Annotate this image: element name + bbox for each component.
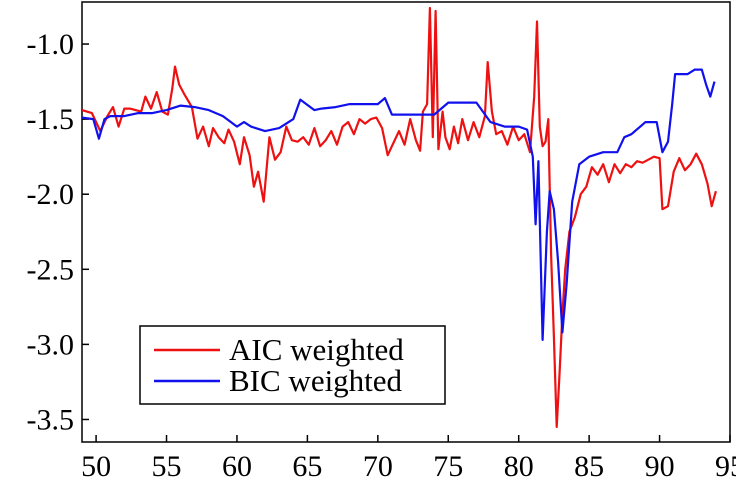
x-tick-label: 70 (363, 450, 393, 483)
x-tick-label: 60 (222, 450, 252, 483)
x-tick-label: 90 (645, 450, 675, 483)
y-tick-label: -1.0 (27, 28, 75, 61)
x-tick-label: 50 (81, 450, 111, 483)
legend-label-aic: AIC weighted (229, 332, 404, 367)
series-layer (82, 6, 717, 429)
y-tick-label: -3.5 (27, 403, 75, 436)
plot-frame (81, 1, 731, 443)
y-axis: -1.0 -1.5 -2.0 -2.5 -3.0 -3.5 (27, 28, 89, 436)
x-tick-label: 65 (292, 450, 322, 483)
x-tick-label: 55 (152, 450, 182, 483)
y-tick-label: -2.0 (27, 178, 75, 211)
x-tick-label: 95 (715, 450, 736, 483)
legend-box (139, 325, 446, 405)
y-tick-label: -2.5 (27, 253, 75, 286)
legend: AIC weighted BIC weighted (139, 325, 446, 405)
x-tick-label: 80 (504, 450, 534, 483)
y-tick-label: -3.0 (27, 328, 75, 361)
y-tick-label: -1.5 (27, 103, 75, 136)
series-line-aic-weighted (82, 6, 717, 429)
x-axis: 50 55 60 65 70 75 80 85 90 95 (81, 435, 736, 483)
legend-label-bic: BIC weighted (229, 363, 403, 398)
x-tick-label: 85 (574, 450, 604, 483)
series-line-bic-weighted (82, 68, 716, 341)
x-tick-label: 75 (433, 450, 463, 483)
